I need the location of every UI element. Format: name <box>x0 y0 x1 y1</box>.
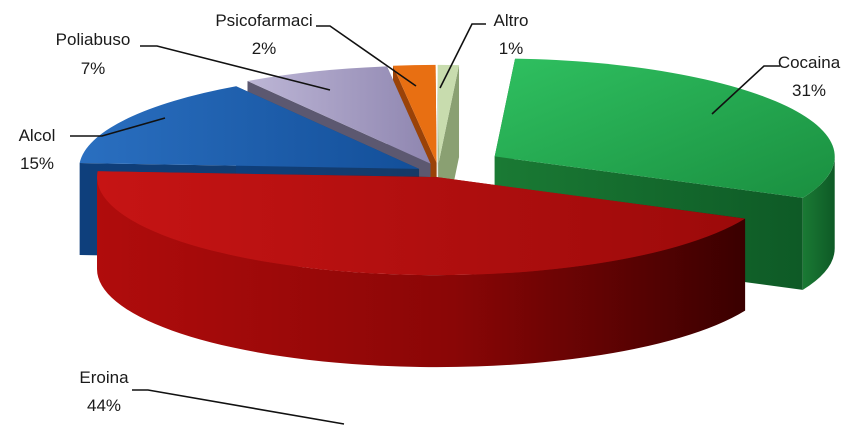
label-poliabuso-value: 7% <box>81 59 106 78</box>
pie-slices <box>79 58 835 368</box>
slice-labels: Cocaina 31% Eroina 44% Alcol 15% Poliabu… <box>19 11 841 415</box>
label-alcol-value: 15% <box>20 154 54 173</box>
leader-alcol <box>70 117 166 137</box>
label-altro-value: 1% <box>499 39 524 58</box>
leader-altro <box>439 23 486 89</box>
label-cocaina-name: Cocaina <box>778 53 841 72</box>
label-psicofarmaci-name: Psicofarmaci <box>215 11 312 30</box>
leader-cocaina <box>711 65 780 115</box>
label-cocaina-value: 31% <box>792 81 826 100</box>
label-alcol-name: Alcol <box>19 126 56 145</box>
leader-lines <box>70 23 780 425</box>
slice-psicofarmaci-top <box>392 64 437 163</box>
label-poliabuso-name: Poliabuso <box>56 30 131 49</box>
leader-eroina <box>132 389 345 425</box>
slice-alcol-top <box>79 86 420 169</box>
label-altro-name: Altro <box>494 11 529 30</box>
label-eroina-value: 44% <box>87 396 121 415</box>
leader-psicofarmaci <box>316 25 417 87</box>
slice-cocaina-side <box>802 156 835 290</box>
label-eroina-name: Eroina <box>79 368 129 387</box>
slice-cocaina-top <box>494 58 835 198</box>
slice-altro-top <box>437 64 460 163</box>
slice-eroina-side <box>97 177 746 368</box>
slice-poliabuso-top <box>247 66 431 164</box>
leader-poliabuso <box>140 45 331 91</box>
slice-eroina <box>97 171 746 368</box>
label-psicofarmaci-value: 2% <box>252 39 277 58</box>
slice-eroina-top <box>97 171 746 276</box>
